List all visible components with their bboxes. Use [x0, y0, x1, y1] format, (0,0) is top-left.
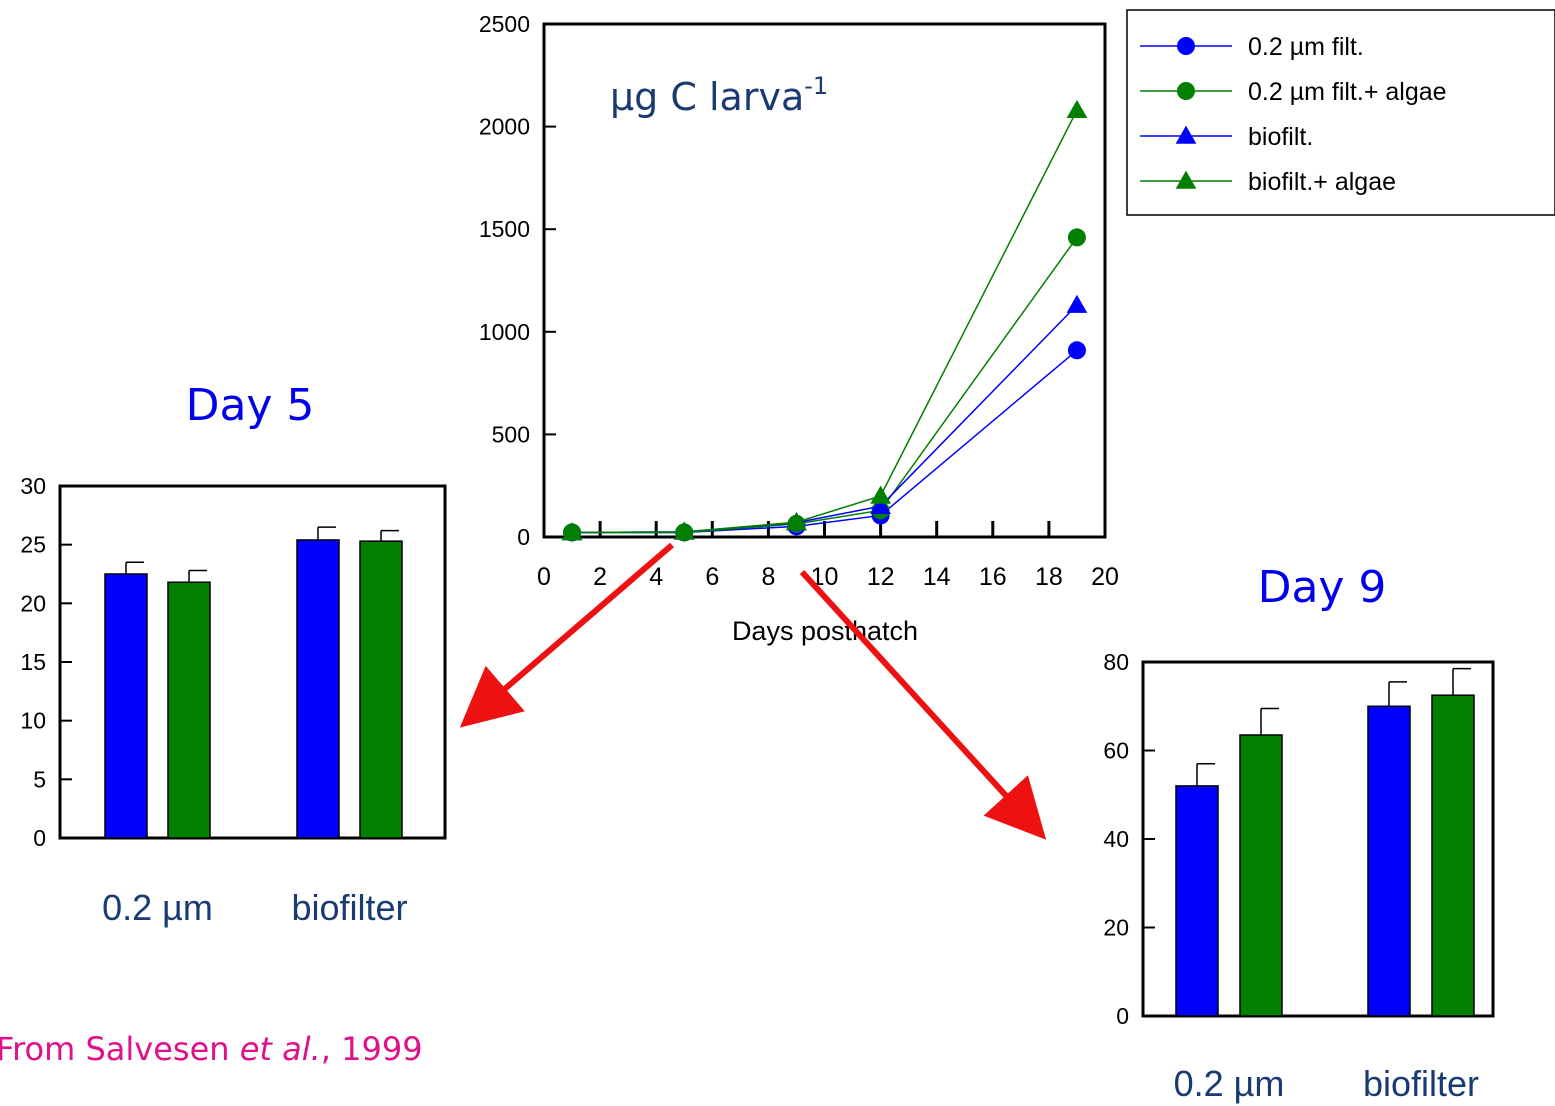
- data-point: [1066, 99, 1088, 118]
- y-tick-label: 80: [1103, 649, 1129, 675]
- series-line: [572, 304, 1078, 534]
- day9-y-axis: 0 20 40 60 80: [1103, 649, 1155, 1029]
- bar: [104, 573, 148, 839]
- data-point: [870, 485, 891, 504]
- data-point: [870, 495, 891, 514]
- bar: [167, 581, 211, 839]
- bar-group-item: [1431, 667, 1475, 1017]
- y-tick-label: 1000: [479, 319, 530, 345]
- bar: [1431, 694, 1475, 1017]
- legend-label: biofilt.: [1248, 123, 1313, 151]
- bar-group-item: [1367, 681, 1411, 1017]
- bar: [359, 540, 403, 839]
- x-tick-label: 8: [761, 563, 775, 591]
- y-tick-label: 2500: [479, 11, 530, 37]
- line-chart-legend: 0.2 µm filt. 0.2 µm filt.+ algae biofilt. b…: [1126, 9, 1555, 216]
- day9-bar-chart: Day 9 0 20 40 60 80 0.2 µm biofilter: [1103, 562, 1495, 1104]
- day9-bars: [1175, 667, 1475, 1017]
- line-chart-y-axis: 0 500 1000 1500 2000 2500: [479, 11, 556, 550]
- y-tick-label: 25: [20, 532, 46, 558]
- y-tick-label: 5: [33, 766, 46, 792]
- data-point: [561, 522, 583, 541]
- series-3: [561, 99, 1088, 541]
- bar-group-item: [167, 569, 211, 839]
- x-tick-label: 0: [537, 563, 551, 591]
- bar-group-item: [1175, 763, 1219, 1017]
- x-tick-label: 14: [923, 563, 951, 591]
- legend-label: 0.2 µm filt.: [1248, 33, 1364, 61]
- bar: [1175, 785, 1219, 1017]
- day5-title: Day 5: [186, 380, 315, 431]
- series-line: [572, 349, 1078, 534]
- y-tick-label: 10: [20, 708, 46, 734]
- day5-category-labels: 0.2 µm biofilter: [102, 887, 407, 928]
- y-tick-label: 40: [1103, 826, 1129, 852]
- legend-label: biofilt.+ algae: [1248, 168, 1396, 196]
- bar: [1367, 705, 1411, 1017]
- series-line: [572, 109, 1078, 534]
- bar-group-item: [1239, 707, 1283, 1017]
- x-tick-label: 4: [649, 563, 663, 591]
- x-tick-label: 16: [979, 563, 1007, 591]
- legend-swatch-marker: [1177, 82, 1195, 100]
- y-tick-label: 60: [1103, 738, 1129, 764]
- legend-entry: biofilt.+ algae: [1140, 168, 1396, 196]
- legend-entry: 0.2 µm filt.+ algae: [1140, 78, 1447, 106]
- y-tick-label: 1500: [479, 216, 530, 242]
- category-label: 0.2 µm: [102, 887, 213, 928]
- series-0: [563, 341, 1086, 542]
- arrow-to-day5: [459, 542, 674, 728]
- data-point: [1066, 294, 1088, 313]
- legend-swatch-marker: [1175, 170, 1197, 189]
- legend-entry: biofilt.: [1140, 123, 1313, 151]
- y-tick-label: 2000: [479, 114, 530, 140]
- day5-bar-chart: Day 5 0 5 10 15 20 25 30 0.2 µm biofilter: [20, 380, 447, 928]
- x-tick-label: 6: [705, 563, 719, 591]
- y-tick-label: 15: [20, 649, 46, 675]
- x-tick-label: 18: [1035, 563, 1063, 591]
- category-label: 0.2 µm: [1174, 1063, 1285, 1104]
- y-tick-label: 20: [20, 590, 46, 616]
- series-line: [572, 236, 1078, 534]
- day5-bars: [104, 526, 403, 839]
- legend-label: 0.2 µm filt.+ algae: [1248, 78, 1447, 106]
- line-chart-unit-annotation: µg C larva-1: [610, 72, 828, 119]
- y-tick-label: 0: [517, 524, 530, 550]
- legend-swatch-marker: [1175, 125, 1197, 144]
- category-label: biofilter: [1363, 1063, 1479, 1104]
- line-chart-x-axis: 0 2 4 6 8 10 12 14 16 18 20: [537, 521, 1119, 591]
- day9-category-labels: 0.2 µm biofilter: [1174, 1063, 1479, 1104]
- line-chart-x-axis-label: Days posthatch: [732, 616, 918, 646]
- bar: [1239, 734, 1283, 1017]
- x-tick-label: 20: [1091, 563, 1119, 591]
- source-citation: From Salvesen et al., 1999: [0, 1030, 423, 1068]
- day5-y-axis: 0 5 10 15 20 25 30: [20, 473, 72, 851]
- data-point: [786, 511, 807, 530]
- legend-entry: 0.2 µm filt.: [1140, 33, 1364, 61]
- x-tick-label: 2: [593, 563, 607, 591]
- data-point: [1067, 341, 1086, 360]
- bar-group-item: [359, 529, 403, 839]
- y-tick-label: 20: [1103, 915, 1129, 941]
- bar-group-item: [296, 526, 340, 839]
- line-chart-series: [561, 99, 1088, 542]
- bar: [296, 539, 340, 839]
- series-1: [563, 228, 1086, 542]
- bar-group-item: [104, 561, 148, 839]
- arrow-to-day9: [799, 569, 1047, 840]
- y-tick-label: 30: [20, 473, 46, 499]
- category-label: biofilter: [291, 887, 407, 928]
- y-tick-label: 0: [1116, 1003, 1129, 1029]
- legend-swatch-marker: [1177, 37, 1195, 55]
- y-tick-label: 500: [492, 421, 530, 447]
- day9-title: Day 9: [1258, 562, 1387, 613]
- data-point: [1067, 228, 1086, 247]
- x-tick-label: 12: [867, 563, 895, 591]
- y-tick-label: 0: [33, 825, 46, 851]
- data-point: [673, 521, 695, 540]
